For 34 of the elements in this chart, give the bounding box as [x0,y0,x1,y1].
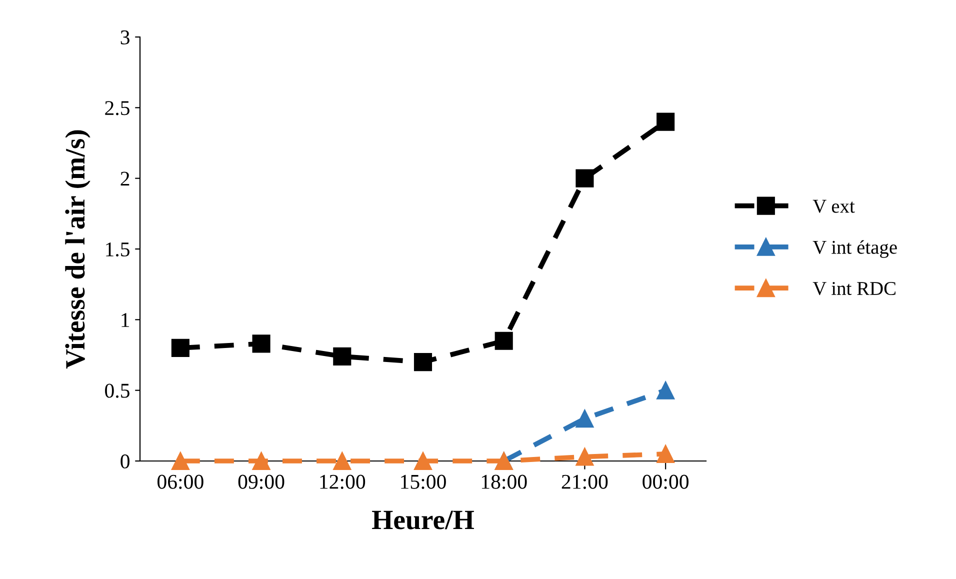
point [414,353,432,372]
point [333,452,352,470]
point [656,381,675,400]
x-tick-label: 15:00 [401,474,446,489]
point [494,332,513,350]
legend-label: V ext [812,200,855,213]
point [171,452,190,470]
y-tick-label: 1.5 [106,242,130,257]
point [576,169,594,188]
y-tick-label: 2 [120,172,130,186]
point [333,347,352,366]
point [656,444,675,463]
legend-label: V int RDC [812,282,896,296]
point [414,452,432,470]
point [576,448,594,466]
y-axis-title: Vitesse de l'air (m/s) [65,130,90,369]
point [171,338,190,357]
legend-label: V int étage [812,240,897,258]
y-tick-label: 1 [122,313,130,327]
y-tick-label: 0.5 [105,384,130,398]
x-tick-label: 12:00 [320,474,366,489]
x-axis-title: Heure/H [372,510,474,530]
x-tick-label: 21:00 [562,474,608,489]
point [252,452,270,470]
point [576,410,594,428]
x-tick-label: 09:00 [238,474,284,489]
x-tick-label: 00:00 [642,474,689,489]
y-tick-label: 2.5 [105,101,130,116]
y-tick-label: 3 [120,30,130,44]
x-tick-label: 06:00 [157,474,204,489]
x-tick-label: 18:00 [482,474,527,489]
y-tick-label: 0 [120,454,130,468]
point [656,112,675,131]
point [252,334,270,353]
